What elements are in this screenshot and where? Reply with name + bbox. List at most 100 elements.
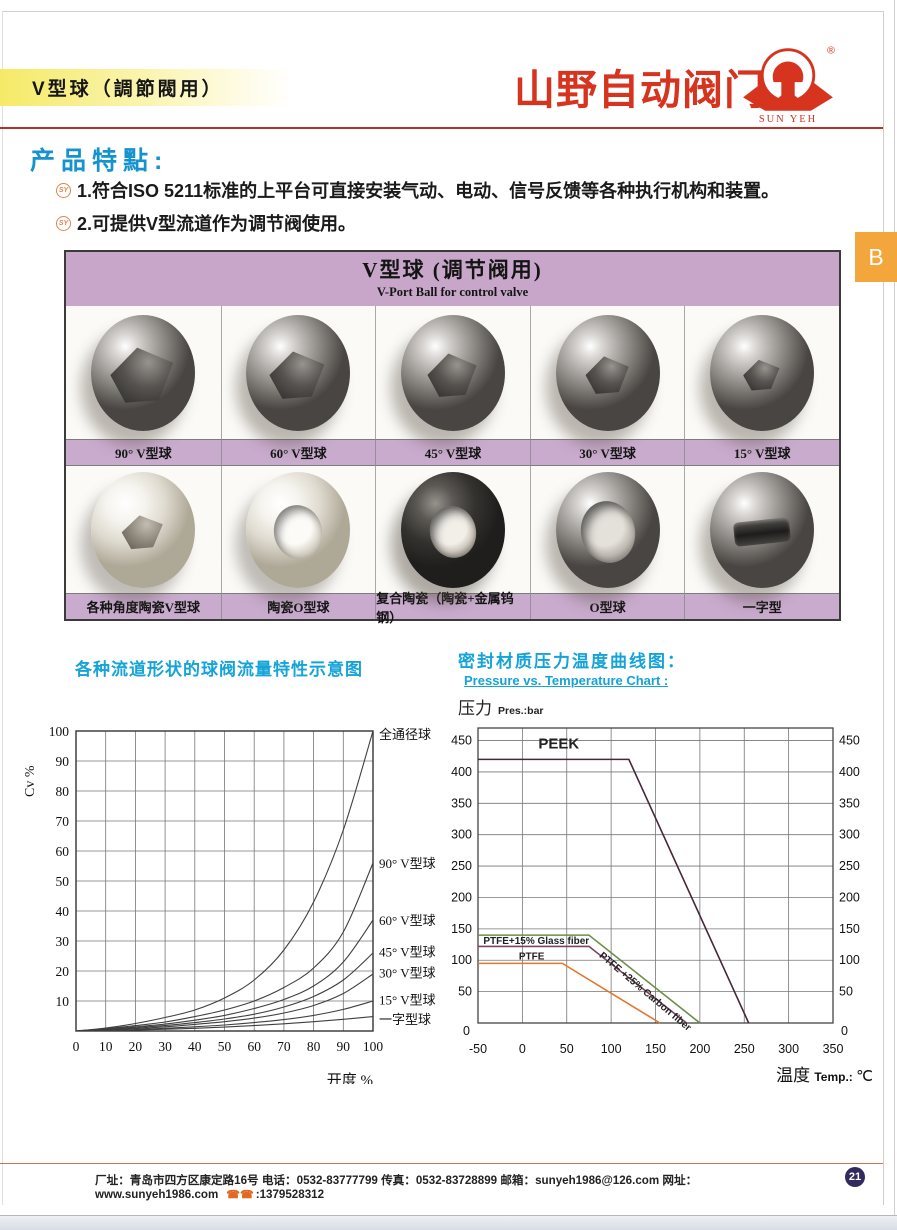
svg-text:400: 400 — [451, 765, 472, 779]
svg-text:80: 80 — [56, 784, 70, 799]
ball-port — [741, 356, 784, 394]
svg-text:60: 60 — [247, 1039, 261, 1054]
ball-port — [582, 352, 633, 398]
product-table-title: V型球 (调节阀用) — [362, 258, 543, 282]
svg-text:300: 300 — [839, 828, 860, 842]
page-bottom-strip — [0, 1216, 897, 1230]
feature-item: SY 1.符合ISO 5211标准的上平台可直接安装气动、电动、信号反馈等各种执行… — [56, 177, 779, 203]
svg-text:300: 300 — [451, 828, 472, 842]
svg-text:50: 50 — [560, 1042, 574, 1056]
brand-logo-icon: ® SUN YEH — [740, 42, 836, 131]
svg-text:20: 20 — [56, 964, 70, 979]
svg-text:全通径球: 全通径球 — [379, 727, 431, 742]
pt-chart-ylabel: 压力 Pres.:bar — [458, 694, 544, 719]
pt-chart-subtitle: Pressure vs. Temperature Chart : — [464, 673, 669, 688]
ball-image-ceramic-v — [91, 471, 196, 588]
product-table-subtitle: V-Port Ball for control valve — [376, 285, 529, 299]
feature-text: 1.符合ISO 5211标准的上平台可直接安装气动、电动、信号反馈等各种执行机构… — [77, 181, 780, 201]
product-image-row — [66, 466, 839, 593]
page-title: V型球（調節閥用） — [32, 79, 224, 100]
brand-wordmark: 山野自动阀门 — [514, 67, 766, 113]
svg-text:30° V型球: 30° V型球 — [379, 966, 436, 981]
product-photo-v60 — [220, 306, 376, 439]
svg-text:70: 70 — [56, 814, 70, 829]
product-caption: 复合陶瓷（陶瓷+金属钨钢） — [375, 591, 530, 625]
ball-port — [119, 511, 167, 553]
product-caption: 30° V型球 — [529, 439, 685, 466]
svg-text:PEEK: PEEK — [538, 736, 579, 753]
page-bottom-edge — [0, 1215, 897, 1216]
product-photo-v30 — [529, 306, 685, 439]
svg-text:40: 40 — [56, 904, 70, 919]
svg-text:350: 350 — [823, 1042, 844, 1056]
features-list: SY 1.符合ISO 5211标准的上平台可直接安装气动、电动、信号反馈等各种执行… — [56, 177, 779, 243]
ball-image-v45 — [400, 314, 505, 431]
ball-image-o-ball — [555, 471, 660, 588]
svg-text:150: 150 — [645, 1042, 666, 1056]
svg-text:40: 40 — [188, 1039, 202, 1054]
footer-contact-info: 厂址：青岛市四方区康定路16号 电话：0532-83777799 传真：0532… — [95, 1172, 825, 1201]
svg-text:温度 Temp.: ℃: 温度 Temp.: ℃ — [776, 1066, 873, 1085]
svg-text:50: 50 — [56, 874, 70, 889]
page-left-border — [2, 11, 3, 1205]
svg-text:250: 250 — [734, 1042, 755, 1056]
svg-text:10: 10 — [99, 1039, 113, 1054]
ball-port — [269, 500, 328, 564]
product-photo-slot-ball — [684, 466, 839, 593]
section-title-band: V型球（調節閥用） — [0, 69, 293, 106]
svg-text:200: 200 — [839, 890, 860, 904]
svg-text:400: 400 — [839, 765, 860, 779]
svg-text:PTFE+15% Glass fiber: PTFE+15% Glass fiber — [483, 936, 589, 947]
svg-text:150: 150 — [839, 922, 860, 936]
product-photo-v15 — [684, 306, 839, 439]
svg-text:30: 30 — [56, 934, 70, 949]
svg-text:Cv %: Cv % — [23, 765, 38, 797]
ball-image-v90 — [91, 314, 196, 431]
ball-port — [733, 516, 792, 547]
svg-text:50: 50 — [218, 1039, 232, 1054]
sy-bullet-icon: SY — [56, 182, 71, 198]
footer-info-text: 厂址：青岛市四方区康定路16号 电话：0532-83777799 传真：0532… — [95, 1174, 698, 1201]
svg-text:100: 100 — [451, 953, 472, 967]
brand-sub-text: SUN YEH — [759, 114, 817, 125]
sy-bullet-icon: SY — [56, 215, 71, 231]
svg-text:15° V型球: 15° V型球 — [379, 993, 436, 1008]
svg-text:200: 200 — [689, 1042, 710, 1056]
pressure-label-cn: 压力 — [458, 699, 492, 718]
svg-text:0: 0 — [841, 1024, 848, 1038]
svg-text:150: 150 — [451, 922, 472, 936]
ball-port — [424, 348, 482, 401]
svg-text:100: 100 — [363, 1039, 384, 1054]
product-caption: 60° V型球 — [220, 439, 376, 466]
product-caption-row: 各种角度陶瓷V型球 陶瓷O型球 复合陶瓷（陶瓷+金属钨钢） O型球 一字型 — [66, 591, 839, 625]
features-heading: 产品特點: — [30, 147, 169, 175]
product-photo-ceramic-v — [66, 466, 221, 593]
product-caption: 各种角度陶瓷V型球 — [66, 593, 221, 619]
svg-text:60: 60 — [56, 844, 70, 859]
product-caption: 15° V型球 — [684, 439, 839, 466]
pt-chart-title: 密封材质压力温度曲线图： — [458, 652, 686, 671]
product-table-header: V型球 (调节阀用) V-Port Ball for control valve — [66, 252, 839, 306]
svg-text:90: 90 — [337, 1039, 351, 1054]
flow-chart-title: 各种流道形状的球阀流量特性示意图 — [75, 660, 363, 679]
svg-text:100: 100 — [49, 724, 70, 739]
product-caption: 陶瓷O型球 — [220, 593, 376, 619]
ball-image-v30 — [555, 314, 660, 431]
svg-text:开度 %: 开度 % — [327, 1072, 373, 1084]
svg-text:45° V型球: 45° V型球 — [379, 945, 436, 960]
svg-text:PTFE: PTFE — [519, 952, 545, 963]
product-caption: O型球 — [529, 593, 685, 619]
feature-item: SY 2.可提供V型流道作为调节阀使用。 — [56, 210, 779, 236]
product-photo-o-ball — [529, 466, 685, 593]
ball-port — [266, 346, 331, 405]
svg-text:250: 250 — [839, 859, 860, 873]
svg-text:0: 0 — [519, 1042, 526, 1056]
svg-text:100: 100 — [601, 1042, 622, 1056]
page-inner-right-border — [883, 11, 884, 1205]
registered-mark: ® — [827, 44, 835, 56]
svg-text:450: 450 — [451, 734, 472, 748]
svg-text:250: 250 — [451, 859, 472, 873]
ball-image-v15 — [710, 314, 815, 431]
cv-characteristic-chart: 0 10 20 30 40 50 60 70 80 90 100 10 20 30 40 50 60 70 80 90… — [23, 724, 436, 1084]
